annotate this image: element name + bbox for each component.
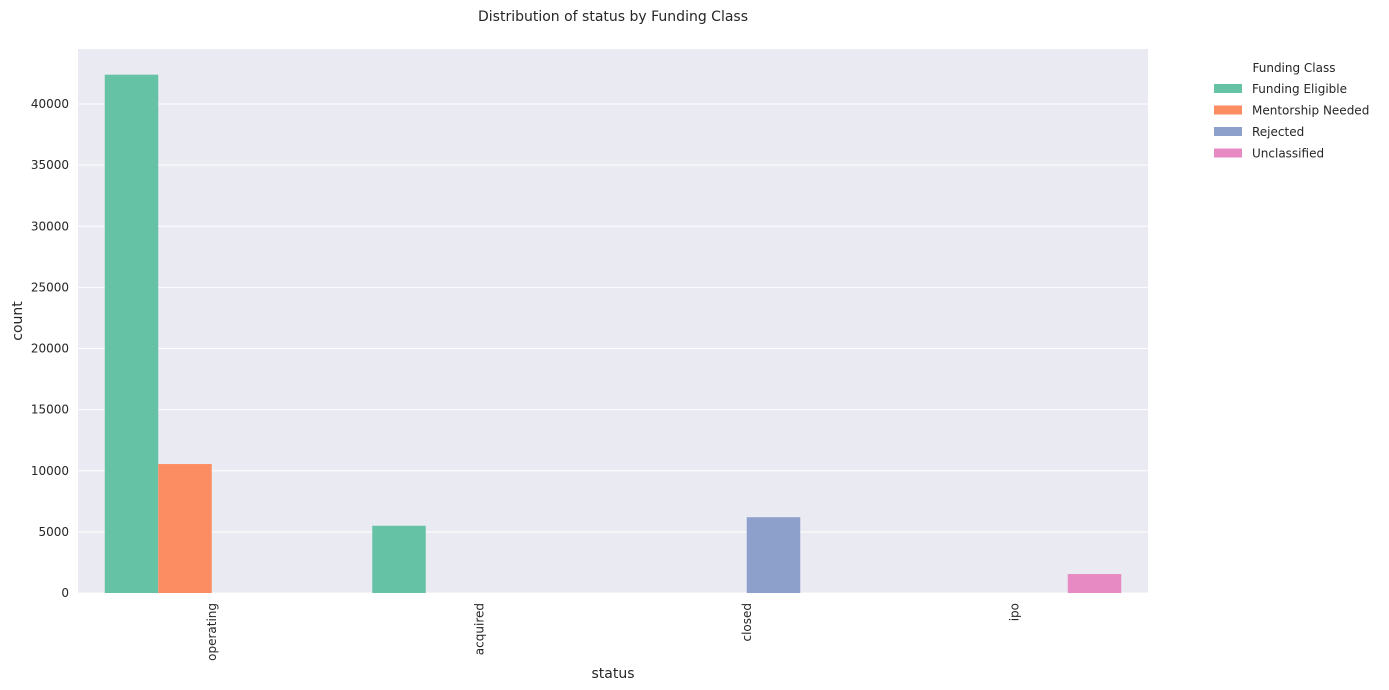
y-axis-label: count	[10, 301, 26, 341]
legend-swatch	[1214, 84, 1242, 93]
y-tick-label: 35000	[31, 158, 69, 172]
bar	[104, 74, 159, 593]
chart-title: Distribution of status by Funding Class	[478, 9, 748, 25]
bar	[372, 525, 426, 593]
y-tick-label: 30000	[31, 219, 69, 233]
legend-entry: Unclassified	[1252, 147, 1324, 161]
y-tick-label: 25000	[31, 280, 69, 294]
y-tick-label: 15000	[31, 403, 69, 417]
y-tick-label: 0	[61, 586, 69, 600]
y-tick-label: 20000	[31, 342, 69, 356]
bars	[104, 74, 1122, 593]
y-tick-label: 40000	[31, 97, 69, 111]
y-tick-label: 10000	[31, 464, 69, 478]
x-tick-label: closed	[740, 603, 754, 642]
legend: Funding Class Funding Eligible Mentorship…	[1214, 61, 1369, 161]
x-axis-label: status	[591, 666, 634, 682]
x-tick-label: ipo	[1007, 603, 1021, 621]
legend-swatch	[1214, 148, 1242, 158]
legend-entry: Mentorship Needed	[1252, 104, 1369, 118]
bar	[158, 464, 212, 593]
x-tick-labels: operating acquired closed ipo	[205, 603, 1022, 661]
legend-swatch	[1214, 127, 1242, 136]
plot-area	[78, 49, 1148, 593]
bar	[1067, 574, 1122, 593]
x-tick-label: acquired	[472, 603, 486, 655]
x-tick-label: operating	[205, 603, 219, 661]
legend-entry: Funding Eligible	[1252, 82, 1347, 96]
legend-title: Funding Class	[1252, 61, 1335, 75]
gridlines	[78, 103, 1148, 594]
y-tick-label: 5000	[38, 525, 69, 539]
y-tick-labels: 0 5000 10000 15000 20000 25000 30000 35000 40000	[31, 97, 69, 600]
bar	[746, 517, 801, 593]
legend-swatch	[1214, 105, 1242, 115]
legend-entry: Rejected	[1252, 125, 1304, 139]
